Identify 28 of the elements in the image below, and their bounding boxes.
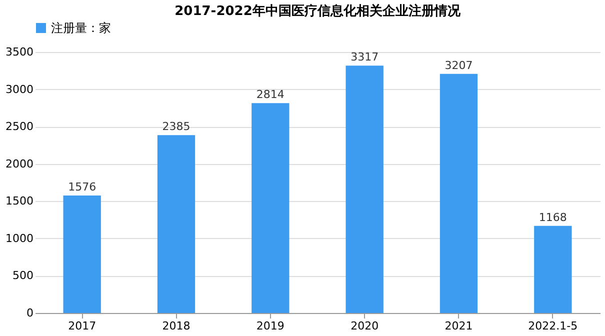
y-tick-label: 0 (26, 306, 34, 320)
bar (346, 66, 384, 313)
x-tick-label: 2019 (256, 320, 284, 332)
bar (157, 135, 196, 313)
y-tick-label: 3000 (6, 82, 34, 96)
y-tick-label: 2500 (6, 120, 34, 134)
x-tick-label: 2022.1-5 (528, 320, 578, 332)
data-label: 2385 (162, 120, 190, 134)
chart-title: 2017-2022年中国医疗信息化相关企业注册情况 (174, 3, 462, 19)
x-tick-label: 2021 (444, 320, 473, 332)
x-tick-label: 2017 (68, 320, 96, 332)
data-label: 3317 (350, 50, 379, 64)
y-tick-label: 3500 (6, 46, 34, 58)
y-tick-label: 500 (12, 269, 34, 282)
bar (252, 103, 290, 313)
x-tick-label: 2018 (162, 320, 190, 332)
bar (440, 74, 478, 313)
y-tick-label: 1500 (6, 194, 34, 208)
data-label: 3207 (444, 58, 473, 72)
data-label: 1168 (538, 210, 567, 224)
bar (63, 195, 101, 313)
x-tick-label: 2020 (350, 320, 379, 332)
y-tick-label: 2000 (6, 157, 34, 170)
y-tick-label: 1000 (6, 232, 34, 245)
bar (534, 226, 572, 313)
data-label: 2814 (256, 88, 284, 102)
data-label: 1576 (68, 180, 96, 194)
legend-label: 注册量：家 (51, 21, 111, 35)
